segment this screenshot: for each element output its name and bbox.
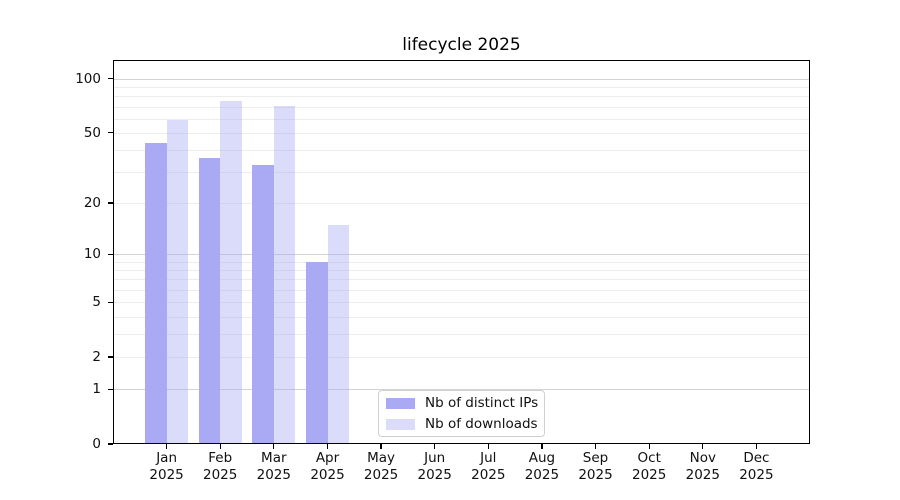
x-axis-tick-label: Aug 2025 (524, 450, 560, 483)
y-axis-tick (108, 301, 113, 303)
bar (145, 142, 167, 444)
x-axis-tick (219, 444, 221, 449)
x-axis-tick (326, 444, 329, 449)
x-axis-tick (273, 444, 275, 449)
y-axis-tick (108, 78, 113, 80)
y-axis-tick (108, 356, 113, 358)
y-axis-tick-label: 5 (92, 294, 101, 311)
y-axis-tick-label: 20 (83, 195, 101, 212)
y-axis-tick-label: 50 (83, 124, 101, 141)
y-axis-tick (108, 253, 113, 255)
bar (327, 224, 349, 444)
y-axis-tick-label: 1 (92, 381, 101, 398)
bar (166, 120, 189, 444)
x-axis-tick-label: Jul 2025 (471, 450, 506, 483)
y-axis-tick-label: 0 (92, 436, 101, 452)
y-axis-tick (108, 132, 113, 134)
bar (273, 105, 296, 444)
gridline-minor (114, 132, 809, 134)
x-axis-tick (594, 444, 597, 449)
chart-title: lifecycle 2025 (402, 35, 521, 55)
x-axis-tick (380, 444, 382, 449)
x-axis-tick (487, 444, 489, 449)
bar (198, 158, 221, 444)
x-axis-tick-label: Jun 2025 (417, 450, 452, 483)
x-axis-tick (755, 444, 757, 449)
x-axis-tick-label: Dec 2025 (739, 450, 774, 483)
y-axis-tick (108, 388, 113, 390)
legend-label-downloads: Nb of downloads (425, 416, 538, 432)
y-axis-tick-label: 2 (92, 349, 101, 366)
bar (252, 164, 274, 444)
x-axis-tick-label: Mar 2025 (256, 450, 291, 483)
x-axis-tick (702, 444, 704, 449)
y-axis-tick (108, 443, 113, 445)
gridline-minor (114, 106, 809, 108)
gridline-minor (114, 87, 809, 88)
x-axis-tick-label: Feb 2025 (203, 450, 238, 483)
x-axis-tick (541, 444, 543, 449)
x-axis-tick-label: Nov 2025 (685, 450, 720, 483)
x-axis-tick (648, 444, 650, 449)
x-axis-tick (434, 444, 436, 449)
y-axis-tick (108, 202, 113, 204)
gridline-minor (114, 150, 809, 152)
x-axis-tick-label: May 2025 (363, 450, 399, 483)
bar (220, 101, 242, 444)
legend-swatch-distinct-ips (386, 397, 415, 409)
x-axis-tick-label: Apr 2025 (310, 450, 345, 483)
bar (306, 261, 328, 444)
y-axis-tick-label: 10 (83, 246, 101, 263)
gridline-major (114, 78, 809, 80)
x-axis-tick-label: Jan 2025 (149, 450, 184, 483)
x-axis-tick-label: Sep 2025 (578, 450, 613, 483)
x-axis-tick-label: Oct 2025 (632, 450, 667, 483)
y-axis-tick-label: 100 (75, 70, 101, 87)
x-axis-tick (166, 444, 168, 449)
legend-label-distinct-ips: Nb of distinct IPs (425, 395, 539, 411)
legend: Nb of distinct IPs Nb of downloads (378, 390, 545, 437)
legend-item-distinct-ips: Nb of distinct IPs (386, 395, 539, 411)
legend-swatch-downloads (386, 418, 415, 430)
gridline-minor (114, 118, 809, 120)
legend-item-downloads: Nb of downloads (386, 416, 538, 432)
gridline-minor (114, 96, 809, 98)
